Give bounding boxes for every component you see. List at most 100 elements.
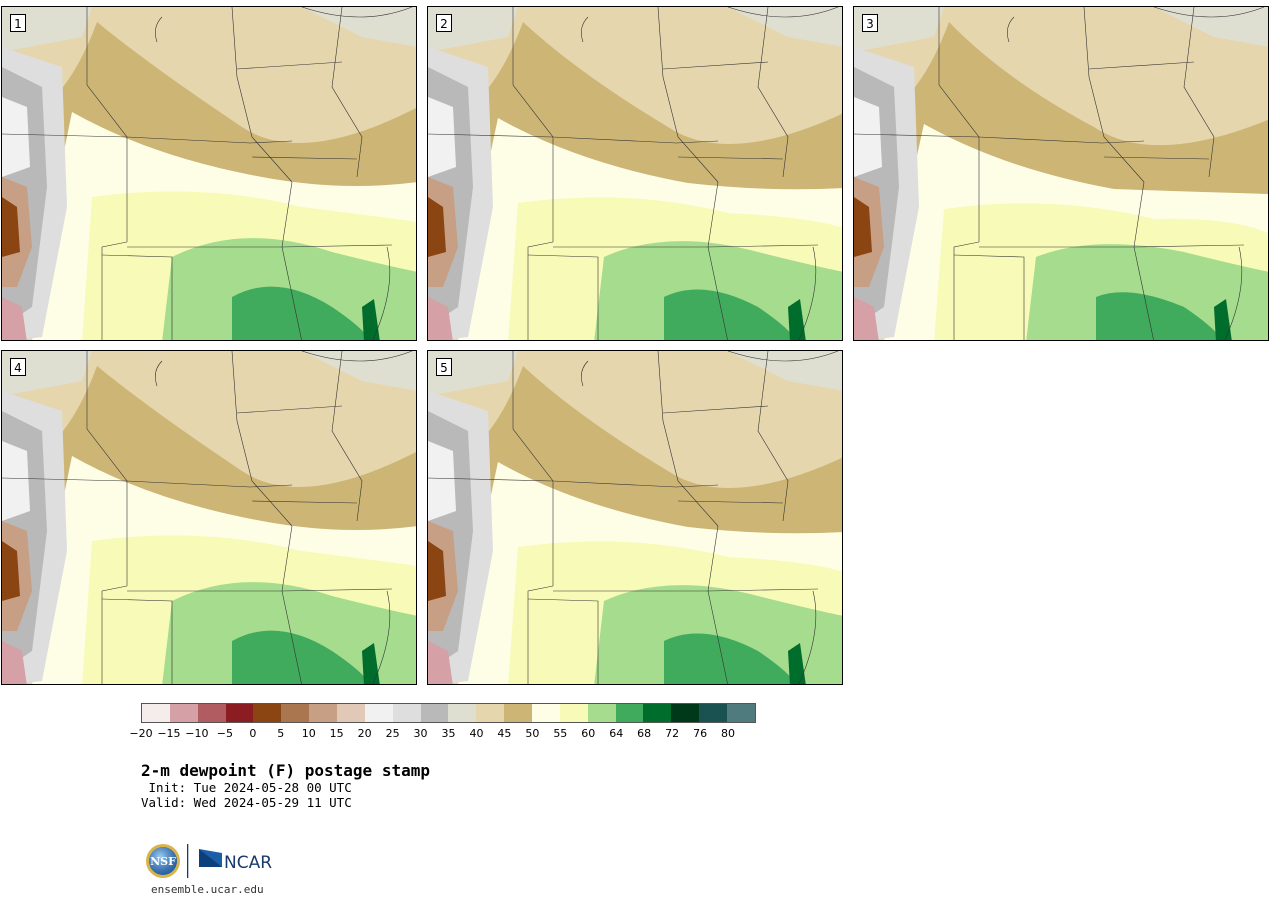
state-border bbox=[301, 351, 413, 362]
dewpoint-region bbox=[1096, 292, 1223, 340]
colorbar-tick-label: 60 bbox=[581, 727, 596, 740]
colorbar-swatch bbox=[364, 704, 393, 722]
state-border bbox=[231, 7, 293, 248]
map-panel-4: 4 bbox=[1, 350, 417, 685]
state-border bbox=[527, 241, 554, 340]
dewpoint-region bbox=[2, 641, 27, 684]
dewpoint-region bbox=[1026, 244, 1268, 340]
dewpoint-map-5 bbox=[428, 351, 842, 684]
colorbar-swatch bbox=[559, 704, 588, 722]
colorbar-tick-label: 76 bbox=[693, 727, 708, 740]
state-border bbox=[2, 477, 293, 488]
dewpoint-region bbox=[362, 299, 380, 340]
state-border bbox=[938, 7, 980, 242]
state-border bbox=[953, 241, 980, 340]
dewpoint-region bbox=[2, 197, 20, 257]
dewpoint-region bbox=[428, 97, 456, 177]
dewpoint-region bbox=[854, 297, 879, 340]
dewpoint-region bbox=[664, 633, 797, 684]
colorbar-swatch bbox=[587, 704, 616, 722]
state-border bbox=[757, 7, 789, 178]
dewpoint-region bbox=[428, 541, 446, 601]
state-border bbox=[707, 244, 819, 248]
dewpoint-region bbox=[1094, 60, 1214, 119]
state-border bbox=[953, 254, 1025, 340]
state-border bbox=[1007, 16, 1015, 43]
dewpoint-region bbox=[2, 297, 27, 340]
state-border bbox=[1133, 244, 1245, 248]
colorbar-swatch bbox=[281, 704, 310, 722]
colorbar-swatch bbox=[225, 704, 254, 722]
colorbar-tick-label: 68 bbox=[637, 727, 652, 740]
map-panel-5: 5 bbox=[427, 350, 843, 685]
state-border bbox=[1153, 7, 1265, 18]
state-border bbox=[101, 598, 173, 684]
state-border bbox=[86, 7, 128, 242]
dewpoint-region bbox=[428, 297, 453, 340]
colorbar-swatch bbox=[532, 704, 560, 722]
state-border bbox=[331, 351, 363, 522]
dewpoint-map-3 bbox=[854, 7, 1268, 340]
state-border bbox=[251, 156, 358, 160]
dewpoint-region bbox=[668, 404, 788, 463]
state-border bbox=[331, 7, 363, 178]
panel-label: 5 bbox=[436, 358, 452, 376]
colorbar-swatch bbox=[615, 704, 644, 722]
website-url: ensemble.ucar.edu bbox=[151, 883, 264, 896]
panel-label: 4 bbox=[10, 358, 26, 376]
colorbar-tick-label: 15 bbox=[329, 727, 344, 740]
colorbar-tick-label: −15 bbox=[157, 727, 181, 740]
dewpoint-region bbox=[668, 60, 788, 119]
state-border bbox=[236, 61, 343, 70]
dewpoint-region bbox=[428, 441, 456, 521]
state-border bbox=[798, 590, 817, 684]
colorbar-tick-label: 80 bbox=[721, 727, 736, 740]
state-border bbox=[512, 7, 554, 242]
state-border bbox=[527, 254, 599, 340]
state-border bbox=[798, 246, 817, 340]
state-border bbox=[281, 588, 393, 592]
colorbar-tick-label: 55 bbox=[553, 727, 568, 740]
state-border bbox=[677, 500, 784, 504]
state-border bbox=[372, 590, 391, 684]
colorbar-tick-label: 20 bbox=[357, 727, 372, 740]
state-border bbox=[512, 351, 554, 586]
panel-label: 3 bbox=[862, 14, 878, 32]
state-border bbox=[677, 156, 784, 160]
colorbar-tick-label: 5 bbox=[277, 727, 285, 740]
colorbar-tick-label: 35 bbox=[441, 727, 456, 740]
state-border bbox=[236, 405, 343, 414]
dewpoint-region bbox=[232, 286, 371, 340]
panel-label: 1 bbox=[10, 14, 26, 32]
dewpoint-region bbox=[728, 351, 842, 391]
colorbar-tick-label: 40 bbox=[469, 727, 484, 740]
state-border bbox=[581, 16, 589, 43]
colorbar-tick-label: 25 bbox=[385, 727, 400, 740]
colorbar-swatch bbox=[504, 704, 533, 722]
dewpoint-map-1 bbox=[2, 7, 416, 340]
dewpoint-region bbox=[664, 289, 797, 340]
state-border bbox=[231, 351, 293, 592]
state-border bbox=[581, 360, 589, 387]
state-border bbox=[101, 254, 173, 340]
init-time: Init: Tue 2024-05-28 00 UTC bbox=[141, 780, 352, 795]
state-border bbox=[428, 477, 719, 488]
colorbar-swatch bbox=[420, 704, 449, 722]
colorbar-tick-label: 50 bbox=[525, 727, 540, 740]
state-border bbox=[101, 241, 128, 340]
nsf-logo-text: NSF bbox=[150, 855, 176, 868]
dewpoint-region bbox=[594, 585, 842, 684]
state-border bbox=[155, 16, 163, 43]
map-panel-1: 1 bbox=[1, 6, 417, 341]
map-panel-2: 2 bbox=[427, 6, 843, 341]
dewpoint-region bbox=[2, 441, 30, 521]
dewpoint-region bbox=[2, 97, 30, 177]
dewpoint-region bbox=[232, 630, 371, 684]
dewpoint-region bbox=[242, 404, 362, 463]
dewpoint-region bbox=[302, 7, 416, 47]
colorbar-swatch bbox=[727, 704, 755, 722]
dewpoint-region bbox=[594, 241, 842, 340]
colorbar-swatch bbox=[197, 704, 226, 722]
dewpoint-region bbox=[854, 97, 882, 177]
colorbar-swatch bbox=[448, 704, 477, 722]
